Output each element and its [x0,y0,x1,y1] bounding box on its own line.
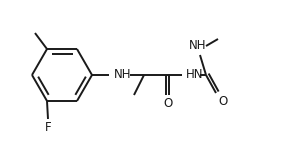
Text: O: O [218,95,227,108]
Text: F: F [45,121,51,134]
Text: NH: NH [114,68,132,81]
Text: O: O [163,97,172,110]
Text: HN: HN [186,68,203,81]
Text: NH: NH [189,39,207,52]
